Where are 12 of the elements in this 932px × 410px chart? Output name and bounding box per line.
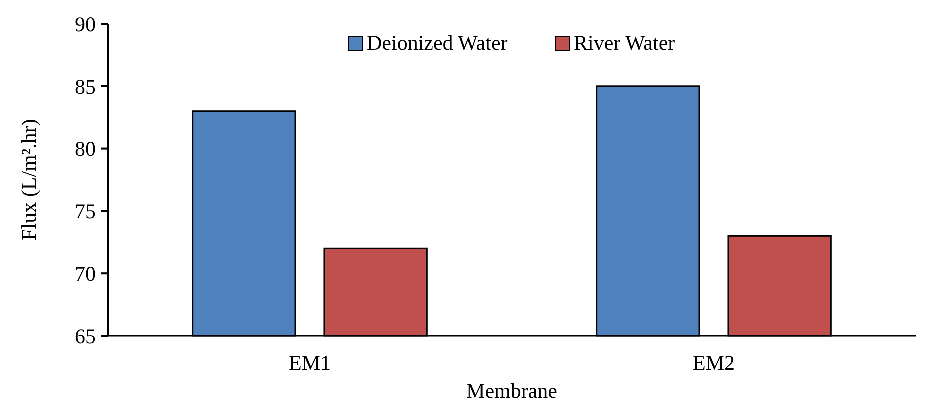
y-tick-label: 70	[75, 262, 96, 286]
y-tick-label: 80	[75, 137, 96, 162]
y-axis-title: Flux (L/m².hr)	[17, 119, 41, 241]
y-tick-label: 90	[75, 12, 96, 36]
y-tick-label: 75	[75, 200, 96, 224]
legend-label: River Water	[574, 31, 676, 55]
legend-label: Deionized Water	[367, 31, 508, 55]
x-axis-title: Membrane	[466, 379, 558, 403]
x-tick-label: EM1	[289, 351, 331, 375]
x-tick-label: EM2	[693, 351, 735, 375]
y-tick-label: 85	[75, 74, 96, 99]
y-tick-label: 65	[75, 324, 96, 348]
